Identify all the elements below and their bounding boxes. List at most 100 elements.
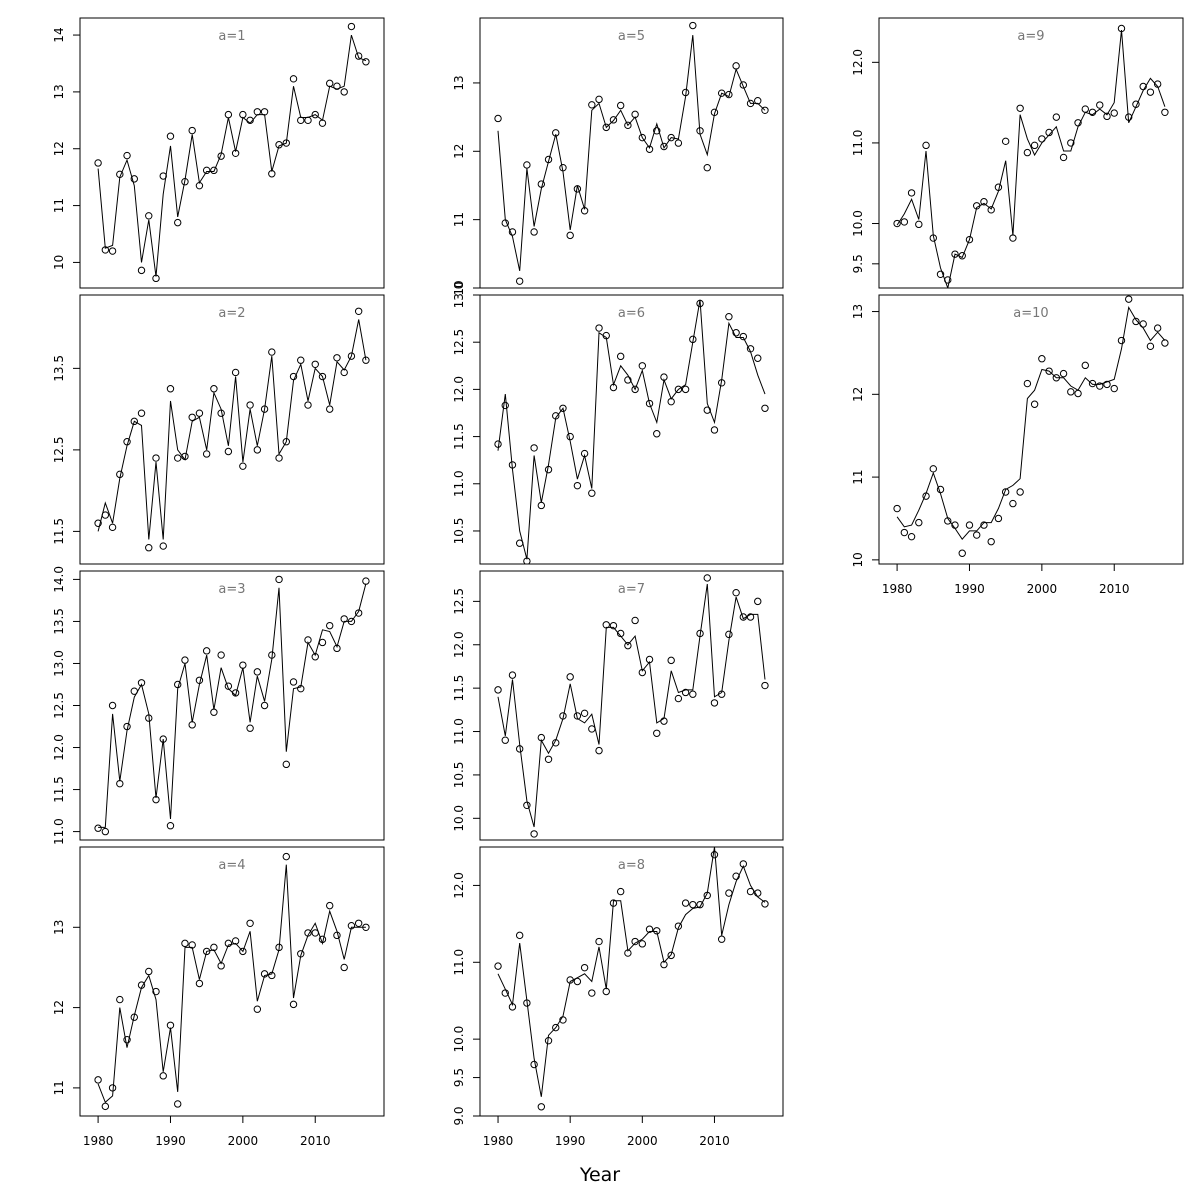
- observed-point: [994, 183, 1003, 191]
- x-tick-label: 2000: [1027, 582, 1058, 596]
- fitted-line: [497, 583, 766, 828]
- observed-point: [311, 360, 319, 368]
- observed-point: [523, 161, 531, 169]
- observed-point: [530, 830, 538, 838]
- observed-point: [494, 962, 502, 970]
- observed-point: [696, 629, 704, 638]
- y-tick-label: 11.0: [52, 818, 66, 845]
- observed-point: [602, 987, 610, 996]
- observed-point: [689, 690, 697, 698]
- fitted-line: [497, 35, 766, 272]
- observed-point: [624, 641, 632, 650]
- observed-point: [1067, 139, 1075, 147]
- observed-point: [754, 354, 762, 362]
- observed-point: [552, 129, 560, 137]
- observed-point: [508, 671, 517, 679]
- observed-point: [217, 152, 225, 160]
- observed-point: [501, 401, 509, 410]
- observed-point: [681, 688, 690, 697]
- observed-point: [595, 324, 603, 332]
- observed-point: [638, 940, 647, 948]
- panel-label: a=3: [218, 582, 245, 597]
- observed-point: [703, 163, 711, 172]
- panel-6: a=6 10.5 11.0 11.5 12.0 12.5 13.0: [452, 282, 784, 565]
- observed-point: [1074, 389, 1082, 398]
- observed-point: [181, 178, 189, 186]
- observed-point: [1030, 141, 1039, 150]
- observed-point: [224, 682, 233, 690]
- observed-point: [566, 976, 574, 984]
- observed-point: [137, 981, 146, 989]
- observed-point: [703, 891, 711, 900]
- observed-point: [1132, 317, 1140, 326]
- observed-point: [631, 937, 639, 946]
- observed-point: [1030, 400, 1039, 408]
- observed-point: [282, 852, 290, 861]
- y-tick-label: 11: [52, 1080, 66, 1095]
- observed-point: [761, 106, 769, 114]
- observed-point: [761, 900, 769, 908]
- observed-point: [667, 133, 675, 142]
- observed-point: [907, 532, 916, 541]
- observed-point: [544, 1036, 553, 1045]
- observed-point: [595, 937, 603, 946]
- observed-point: [289, 75, 298, 83]
- fitted-line: [896, 30, 1166, 288]
- observed-point: [239, 462, 247, 470]
- observed-point: [268, 651, 276, 659]
- y-tick-label: 13: [52, 920, 66, 935]
- observed-point: [239, 110, 247, 119]
- observed-point: [1132, 100, 1140, 108]
- observed-point: [166, 132, 175, 140]
- observed-point: [159, 735, 167, 743]
- observed-point: [552, 412, 560, 420]
- observed-point: [717, 89, 726, 97]
- observed-point: [217, 962, 225, 970]
- observed-point: [609, 899, 618, 907]
- y-tick-label: 12.5: [52, 692, 66, 719]
- observed-point: [631, 110, 639, 119]
- y-tick-label: 12.0: [851, 49, 865, 76]
- observed-point: [1103, 112, 1111, 121]
- panel-label: a=5: [618, 29, 645, 44]
- observed-point: [746, 887, 755, 896]
- panel-frame: [878, 294, 1184, 565]
- observed-point: [333, 931, 341, 940]
- observed-point: [246, 116, 254, 125]
- fitted-line: [98, 583, 367, 828]
- observed-point: [689, 335, 697, 344]
- observed-point: [595, 95, 603, 104]
- observed-point: [602, 123, 610, 132]
- observed-point: [253, 668, 262, 676]
- observed-point: [297, 950, 305, 958]
- y-tick-label: 11.0: [851, 130, 865, 157]
- observed-point: [1139, 82, 1147, 91]
- observed-point: [616, 101, 625, 110]
- panel-frame: [479, 570, 784, 841]
- observed-point: [202, 166, 211, 175]
- observed-point: [275, 454, 283, 462]
- observed-point: [195, 181, 204, 190]
- observed-point: [1146, 342, 1155, 351]
- panel-label: a=8: [618, 858, 645, 873]
- observed-point: [915, 220, 923, 229]
- observed-point: [195, 979, 204, 988]
- observed-point: [326, 405, 334, 413]
- observed-point: [717, 935, 726, 943]
- observed-point: [326, 621, 334, 630]
- observed-point: [282, 438, 290, 446]
- observed-point: [1125, 295, 1133, 303]
- observed-point: [944, 517, 952, 525]
- observed-point: [260, 405, 269, 413]
- y-tick-label: 11.0: [452, 949, 466, 976]
- observed-point: [347, 617, 356, 626]
- x-tick-label: 1990: [954, 582, 985, 596]
- panel-frame: [79, 846, 385, 1117]
- observed-point: [725, 630, 733, 639]
- observed-point: [936, 270, 945, 278]
- data-marks: [94, 852, 370, 1111]
- observed-point: [253, 446, 262, 454]
- observed-point: [311, 929, 319, 937]
- observed-point: [181, 939, 189, 948]
- observed-point: [354, 307, 363, 316]
